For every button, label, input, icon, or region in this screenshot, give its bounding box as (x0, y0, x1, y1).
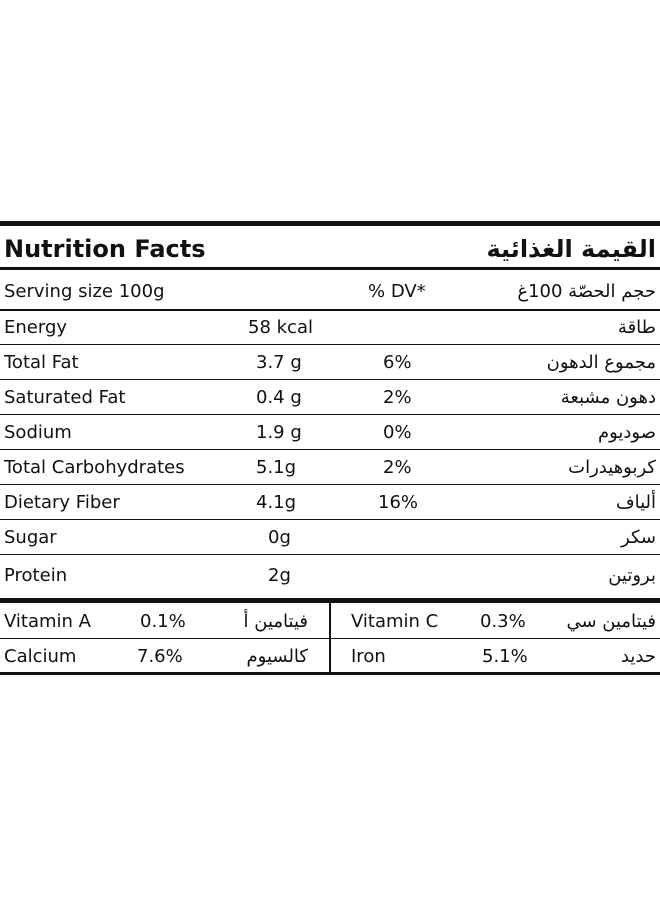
vitamin-daily-value: 0.1% (140, 611, 186, 632)
nutrient-name: Sodium (4, 422, 72, 443)
nutrient-amount: 0g (268, 527, 291, 548)
nutrition-facts-panel: Nutrition Facts القيمة الغذائية Serving … (0, 221, 660, 677)
nutrient-name: Protein (4, 565, 68, 586)
mineral-daily-value: 5.1% (482, 646, 528, 667)
row-rule-fiber (0, 519, 660, 520)
nutrient-name-arabic: صوديوم (597, 422, 656, 443)
serving-rule (0, 309, 660, 311)
nutrient-amount: 1.9 g (256, 422, 302, 443)
nutrient-daily-value: 6% (383, 352, 412, 373)
row-rule-sodium (0, 449, 660, 450)
bottom-rule (0, 672, 660, 675)
title-english: Nutrition Facts (4, 235, 206, 263)
nutrient-name-arabic: سكر (621, 527, 656, 548)
mineral-daily-value: 7.6% (137, 646, 183, 667)
nutrient-name-arabic: مجموع الدهون (546, 352, 656, 373)
daily-value-header: % DV* (368, 281, 426, 302)
row-rule-carbs (0, 484, 660, 485)
row-rule-saturated-fat (0, 414, 660, 415)
nutrient-amount: 4.1g (256, 492, 297, 513)
nutrient-name-arabic: طاقة (617, 317, 656, 338)
nutrient-name: Sugar (4, 527, 57, 548)
row-rule-total-fat (0, 379, 660, 380)
vitamin-name-arabic: فيتامين أ (243, 611, 308, 632)
nutrient-name-arabic: دهون مشبعة (560, 387, 656, 408)
title-arabic: القيمة الغذائية (486, 235, 656, 263)
nutrient-amount: 58 kcal (248, 317, 313, 338)
nutrient-name: Total Carbohydrates (4, 457, 185, 478)
mineral-name: Calcium (4, 646, 77, 667)
nutrient-amount: 2g (268, 565, 291, 586)
vitamin-daily-value: 0.3% (480, 611, 526, 632)
nutrient-name-arabic: كربوهيدرات (568, 457, 656, 478)
nutrient-name: Total Fat (4, 352, 79, 373)
mineral-name: Iron (351, 646, 386, 667)
top-thick-rule (0, 221, 660, 226)
header-rule (0, 267, 660, 270)
vitamin-name: Vitamin A (4, 611, 91, 632)
nutrient-daily-value: 16% (378, 492, 419, 513)
vitamin-column-divider (329, 603, 331, 672)
mineral-name-arabic: كالسيوم (246, 646, 308, 667)
nutrient-amount: 0.4 g (256, 387, 302, 408)
vitamin-name-arabic: فيتامين سي (566, 611, 656, 632)
vitamin-name: Vitamin C (351, 611, 439, 632)
mineral-name-arabic: حديد (620, 646, 656, 667)
nutrient-amount: 3.7 g (256, 352, 302, 373)
serving-size-label-arabic: حجم الحصّة 100غ (517, 281, 656, 302)
nutrient-daily-value: 2% (383, 457, 412, 478)
nutrient-name: Saturated Fat (4, 387, 126, 408)
nutrient-daily-value: 2% (383, 387, 412, 408)
vitamin-section-rule (0, 598, 660, 603)
row-rule-energy (0, 344, 660, 345)
nutrient-name-arabic: بروتين (608, 565, 656, 586)
row-rule-sugar (0, 554, 660, 555)
nutrient-name: Dietary Fiber (4, 492, 120, 513)
nutrient-daily-value: 0% (383, 422, 412, 443)
serving-size-label: Serving size 100g (4, 281, 165, 302)
nutrient-name: Energy (4, 317, 68, 338)
nutrient-name-arabic: ألياف (615, 492, 656, 513)
nutrient-amount: 5.1g (256, 457, 297, 478)
